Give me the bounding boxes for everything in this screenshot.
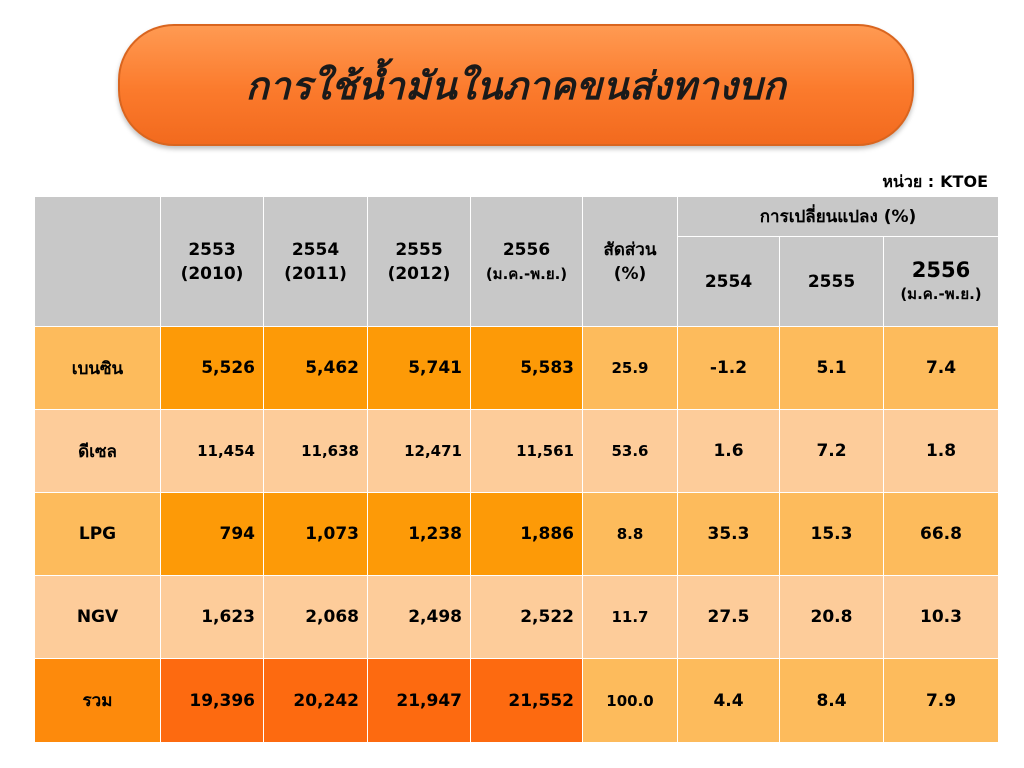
header-year-line2: (2011) (284, 263, 347, 284)
share-cell: 53.6 (582, 409, 678, 493)
header-year-line1: 2554 (291, 239, 340, 260)
change-cell: 66.8 (883, 492, 999, 576)
value-cell: 12,471 (367, 409, 471, 493)
header-year-line1: 2555 (395, 239, 443, 260)
value-cell: 21,947 (367, 658, 471, 743)
value-cell: 11,638 (263, 409, 368, 493)
header-year-2555: 2555 (2012) (367, 196, 471, 327)
change-cell: -1.2 (677, 326, 780, 410)
header-change-group: การเปลี่ยนแปลง (%) (677, 196, 999, 237)
header-year-line2: (ม.ค.-พ.ย.) (485, 264, 568, 283)
share-cell: 11.7 (582, 575, 678, 659)
table-row-total: รวม 19,396 20,242 21,947 21,552 100.0 4.… (34, 658, 999, 743)
change-cell: 1.8 (883, 409, 999, 493)
header-change-line1: 2556 (911, 257, 971, 282)
header-year-line2: (2012) (387, 263, 451, 284)
header-change-2556: 2556 (ม.ค.-พ.ย.) (883, 236, 999, 327)
row-label: เบนซิน (34, 326, 161, 410)
header-share-line1: สัดส่วน (603, 239, 657, 260)
header-year-line1: 2556 (502, 239, 551, 260)
table-row: ดีเซล 11,454 11,638 12,471 11,561 53.6 1… (34, 409, 999, 493)
header-year-2553: 2553 (2010) (160, 196, 264, 327)
value-cell: 20,242 (263, 658, 368, 743)
value-cell: 794 (160, 492, 264, 576)
change-cell: 7.2 (779, 409, 884, 493)
change-cell: 10.3 (883, 575, 999, 659)
value-cell: 1,886 (470, 492, 583, 576)
row-label: รวม (34, 658, 161, 743)
row-label: NGV (34, 575, 161, 659)
table-row: NGV 1,623 2,068 2,498 2,522 11.7 27.5 20… (34, 575, 999, 659)
header-share: สัดส่วน (%) (582, 196, 678, 327)
table-row: LPG 794 1,073 1,238 1,886 8.8 35.3 15.3 … (34, 492, 999, 576)
header-change-2555: 2555 (779, 236, 884, 327)
change-cell: 20.8 (779, 575, 884, 659)
row-label: LPG (34, 492, 161, 576)
value-cell: 1,073 (263, 492, 368, 576)
change-cell: 1.6 (677, 409, 780, 493)
value-cell: 11,561 (470, 409, 583, 493)
title-banner: การใช้น้ำมันในภาคขนส่งทางบก (118, 24, 914, 146)
share-cell: 8.8 (582, 492, 678, 576)
header-change-line1: 2554 (704, 271, 753, 292)
header-year-line2: (2010) (180, 263, 244, 284)
change-cell: 35.3 (677, 492, 780, 576)
value-cell: 2,498 (367, 575, 471, 659)
header-year-2554: 2554 (2011) (263, 196, 368, 327)
change-cell: 8.4 (779, 658, 884, 743)
change-cell: 7.9 (883, 658, 999, 743)
header-change-line1: 2555 (807, 271, 856, 292)
fuel-usage-table: 2553 (2010) 2554 (2011) 2555 (2012) 2556… (34, 196, 999, 743)
value-cell: 5,741 (367, 326, 471, 410)
header-year-2556: 2556 (ม.ค.-พ.ย.) (470, 196, 583, 327)
unit-label: หน่วย : (882, 172, 935, 191)
header-change-2554: 2554 (677, 236, 780, 327)
row-label: ดีเซล (34, 409, 161, 493)
value-cell: 5,462 (263, 326, 368, 410)
change-cell: 7.4 (883, 326, 999, 410)
header-share-line2: (%) (613, 263, 647, 284)
value-cell: 1,238 (367, 492, 471, 576)
value-cell: 11,454 (160, 409, 264, 493)
value-cell: 2,522 (470, 575, 583, 659)
value-cell: 5,583 (470, 326, 583, 410)
value-cell: 21,552 (470, 658, 583, 743)
table-row: เบนซิน 5,526 5,462 5,741 5,583 25.9 -1.2… (34, 326, 999, 410)
header-corner (34, 196, 161, 327)
share-cell: 25.9 (582, 326, 678, 410)
header-year-line1: 2553 (188, 239, 236, 260)
unit-value: KTOE (940, 172, 988, 191)
share-cell: 100.0 (582, 658, 678, 743)
value-cell: 5,526 (160, 326, 264, 410)
value-cell: 1,623 (160, 575, 264, 659)
change-cell: 15.3 (779, 492, 884, 576)
value-cell: 19,396 (160, 658, 264, 743)
change-cell: 4.4 (677, 658, 780, 743)
change-cell: 5.1 (779, 326, 884, 410)
value-cell: 2,068 (263, 575, 368, 659)
change-cell: 27.5 (677, 575, 780, 659)
header-change-line2: (ม.ค.-พ.ย.) (900, 284, 982, 303)
unit-note: หน่วย : KTOE (882, 170, 988, 195)
page-title: การใช้น้ำมันในภาคขนส่งทางบก (245, 63, 787, 108)
